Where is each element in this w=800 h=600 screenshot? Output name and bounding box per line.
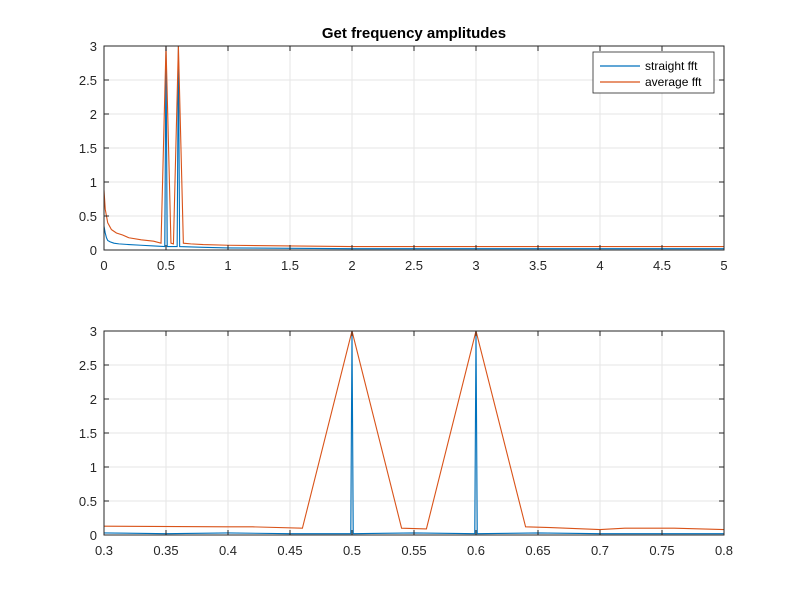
legend-label-straight-fft: straight fft <box>645 59 698 73</box>
x-tick-label: 4.5 <box>653 258 671 273</box>
y-tick-label: 0.5 <box>79 494 97 509</box>
x-tick-label: 0.8 <box>715 543 733 558</box>
chart-title: Get frequency amplitudes <box>322 25 506 42</box>
x-tick-label: 0.5 <box>157 258 175 273</box>
x-tick-label: 0.6 <box>467 543 485 558</box>
y-tick-label: 2 <box>90 107 97 122</box>
y-tick-label: 2.5 <box>79 73 97 88</box>
legend-box <box>592 51 715 94</box>
y-tick-label: 1.5 <box>79 141 97 156</box>
series-line-average-fft <box>104 331 724 531</box>
x-tick-label: 0.35 <box>153 543 178 558</box>
y-tick-label: 1 <box>90 460 97 475</box>
x-tick-label: 0.75 <box>649 543 674 558</box>
axes-top-subplot: 0 0.5 1 1.5 2 2.5 3 3.5 4 4.5 5 0 0.5 1 1.5 2 2.5 3 Get f… <box>79 25 728 273</box>
x-tick-label: 0.55 <box>401 543 426 558</box>
y-tick-label: 2 <box>90 392 97 407</box>
y-tick-label: 0 <box>90 243 97 258</box>
x-tick-label: 0.5 <box>343 543 361 558</box>
series-line-average-fft <box>104 46 724 248</box>
tick-labels: 0 0.5 1 1.5 2 2.5 3 3.5 4 4.5 5 0 0.5 1 1.5 2 2.5 3 <box>79 39 728 273</box>
y-tick-label: 3 <box>90 324 97 339</box>
x-tick-label: 0.45 <box>277 543 302 558</box>
x-tick-label: 3 <box>472 258 479 273</box>
x-tick-label: 1 <box>224 258 231 273</box>
x-tick-label: 2 <box>348 258 355 273</box>
y-tick-label: 0.5 <box>79 209 97 224</box>
y-tick-label: 2.5 <box>79 358 97 373</box>
y-tick-label: 1 <box>90 175 97 190</box>
legend-label-average-fft: average fft <box>645 75 702 89</box>
x-tick-label: 0.4 <box>219 543 237 558</box>
x-tick-label: 0.65 <box>525 543 550 558</box>
y-tick-label: 1.5 <box>79 426 97 441</box>
legend: straight fft average fft <box>592 51 715 94</box>
x-tick-label: 0 <box>100 258 107 273</box>
x-tick-label: 0.3 <box>95 543 113 558</box>
x-tick-label: 2.5 <box>405 258 423 273</box>
axes-bottom-subplot: 0.3 0.35 0.4 0.45 0.5 0.55 0.6 0.65 0.7 0.75 0.8 0 0… <box>79 324 733 558</box>
x-tick-label: 3.5 <box>529 258 547 273</box>
tick-labels: 0.3 0.35 0.4 0.45 0.5 0.55 0.6 0.65 0.7 0.75 0.8 0 0… <box>79 324 733 558</box>
x-tick-label: 1.5 <box>281 258 299 273</box>
y-tick-label: 3 <box>90 39 97 54</box>
y-tick-label: 0 <box>90 528 97 543</box>
x-tick-label: 4 <box>596 258 603 273</box>
x-tick-label: 0.7 <box>591 543 609 558</box>
x-tick-label: 5 <box>720 258 727 273</box>
